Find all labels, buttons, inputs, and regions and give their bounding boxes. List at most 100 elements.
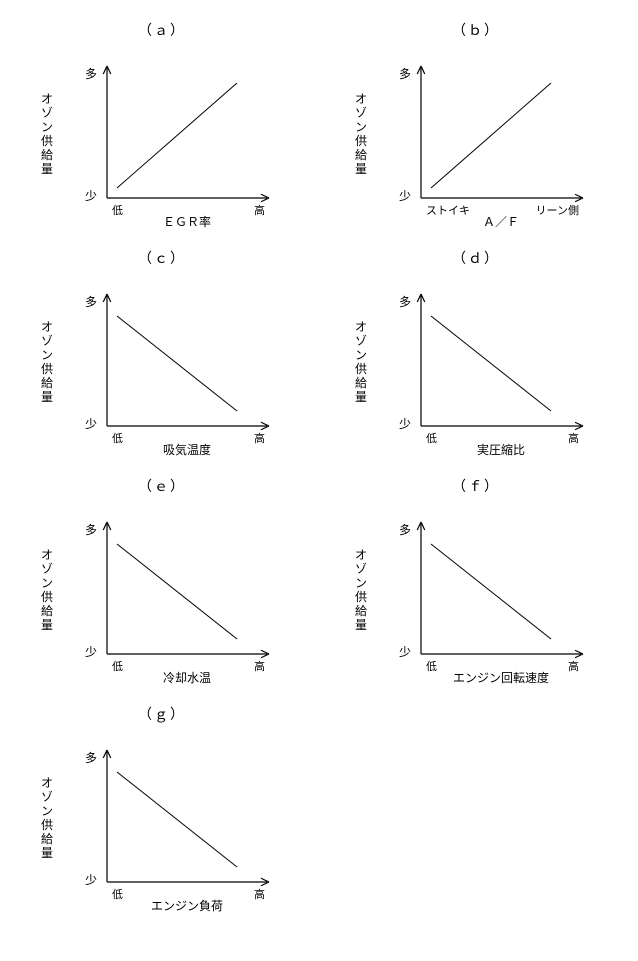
svg-text:供: 供 xyxy=(41,818,53,832)
svg-text:ン: ン xyxy=(41,120,53,134)
svg-text:ゾ: ゾ xyxy=(41,106,53,120)
svg-text:ゾ: ゾ xyxy=(355,106,367,120)
chart-c: 多少オゾン供給量低高吸気温度 xyxy=(27,276,297,456)
x-left-tick: 低 xyxy=(112,888,123,901)
svg-text:供: 供 xyxy=(41,134,53,148)
x-right-tick: リーン側 xyxy=(536,204,579,217)
svg-text:ゾ: ゾ xyxy=(41,562,53,576)
x-axis-label: ＥＧＲ率 xyxy=(163,214,211,228)
x-axis-label: 冷却水温 xyxy=(163,671,211,684)
svg-text:供: 供 xyxy=(355,362,367,376)
data-line-g xyxy=(117,772,237,867)
x-left-tick: 低 xyxy=(112,660,123,673)
svg-text:給: 給 xyxy=(41,376,53,390)
y-top-tick: 多 xyxy=(85,67,97,81)
chart-a: 多少 オゾン供給量低 高 ＥＧＲ率 xyxy=(27,48,297,228)
panel-label-g: （ｇ） xyxy=(138,704,186,724)
data-line-c xyxy=(117,316,237,411)
svg-text:量: 量 xyxy=(355,162,367,176)
y-bottom-tick: 少 xyxy=(85,417,97,431)
x-right-tick: 高 xyxy=(568,659,579,673)
y-axis-label: オ xyxy=(41,92,53,106)
svg-text:供: 供 xyxy=(355,134,367,148)
x-axis-label: 吸気温度 xyxy=(163,442,211,456)
x-axis-label: エンジン回転速度 xyxy=(453,670,549,684)
x-axis-label: Ａ／Ｆ xyxy=(483,215,519,228)
panel-label-b: （ｂ） xyxy=(452,20,500,40)
panel-label-f: （ｆ） xyxy=(452,476,500,496)
svg-text:給: 給 xyxy=(41,832,53,846)
y-axis-label: オ xyxy=(41,776,53,790)
x-axis-label: 実圧縮比 xyxy=(477,442,525,456)
svg-text:量: 量 xyxy=(41,846,53,860)
panel-label-a: （ａ） xyxy=(138,20,186,40)
y-bottom-tick: 少 xyxy=(85,873,97,887)
svg-text:供: 供 xyxy=(41,362,53,376)
y-bottom-tick: 少 xyxy=(85,645,97,659)
panel-g: （ｇ） 多少 オゾン供給量低 高エンジン負荷 xyxy=(20,704,304,912)
panel-label-c: （ｃ） xyxy=(138,248,186,268)
y-bottom-tick: 少 xyxy=(399,417,411,431)
panel-label-d: （ｄ） xyxy=(452,248,500,268)
panel-a: （ａ） 多少 オゾン供給量低 高 ＥＧＲ率 xyxy=(20,20,304,228)
svg-text:供: 供 xyxy=(355,590,367,604)
svg-text:量: 量 xyxy=(41,162,53,176)
data-line-f xyxy=(431,544,551,639)
svg-text:量: 量 xyxy=(41,618,53,632)
panel-f: （ｆ）多少オゾン供給量低高エンジン回転速度 xyxy=(334,476,618,684)
x-right-tick: 高 xyxy=(254,887,265,901)
x-left-tick: ストイキ xyxy=(426,205,470,217)
empty-cell xyxy=(334,704,618,912)
x-right-tick: 高 xyxy=(254,431,265,445)
x-left-tick: 低 xyxy=(112,204,123,217)
chart-g: 多少 オゾン供給量低 高エンジン負荷 xyxy=(27,732,297,912)
svg-text:給: 給 xyxy=(355,148,367,162)
y-axis-label: オ xyxy=(355,92,367,106)
x-axis-label: エンジン負荷 xyxy=(151,899,223,912)
panel-label-e: （ｅ） xyxy=(138,476,186,496)
svg-text:ン: ン xyxy=(41,804,53,818)
data-line-b xyxy=(431,83,551,188)
svg-text:量: 量 xyxy=(355,618,367,632)
x-right-tick: 高 xyxy=(254,659,265,673)
svg-text:ン: ン xyxy=(355,348,367,362)
y-top-tick: 多 xyxy=(399,523,411,537)
x-right-tick: 高 xyxy=(568,431,579,445)
y-top-tick: 多 xyxy=(399,295,411,309)
y-bottom-tick: 少 xyxy=(399,645,411,659)
chart-e: 多少オゾン供給量低高冷却水温 xyxy=(27,504,297,684)
svg-text:ン: ン xyxy=(41,576,53,590)
y-top-tick: 多 xyxy=(85,751,97,765)
chart-d: 多少オゾン供給量低高実圧縮比 xyxy=(341,276,611,456)
svg-text:ゾ: ゾ xyxy=(41,790,53,804)
svg-text:給: 給 xyxy=(41,604,53,618)
x-left-tick: 低 xyxy=(112,432,123,445)
panel-d: （ｄ）多少オゾン供給量低高実圧縮比 xyxy=(334,248,618,456)
chart-b: 多少 オゾン供給量ストイキ リーン側 Ａ／Ｆ xyxy=(341,48,611,228)
data-line-a xyxy=(117,83,237,188)
x-left-tick: 低 xyxy=(426,660,437,673)
panel-e: （ｅ）多少オゾン供給量低高冷却水温 xyxy=(20,476,304,684)
svg-text:給: 給 xyxy=(355,376,367,390)
data-line-d xyxy=(431,316,551,411)
svg-text:ン: ン xyxy=(355,120,367,134)
svg-text:ン: ン xyxy=(41,348,53,362)
y-top-tick: 多 xyxy=(85,523,97,537)
y-axis-label: オ xyxy=(355,320,367,334)
svg-text:供: 供 xyxy=(41,590,53,604)
svg-text:量: 量 xyxy=(355,390,367,404)
panel-c: （ｃ）多少オゾン供給量低高吸気温度 xyxy=(20,248,304,456)
svg-text:給: 給 xyxy=(41,148,53,162)
svg-text:給: 給 xyxy=(355,604,367,618)
y-axis-label: オ xyxy=(41,320,53,334)
chart-f: 多少オゾン供給量低高エンジン回転速度 xyxy=(341,504,611,684)
svg-text:ン: ン xyxy=(355,576,367,590)
panel-b: （ｂ） 多少 オゾン供給量ストイキ リーン側 Ａ／Ｆ xyxy=(334,20,618,228)
y-top-tick: 多 xyxy=(85,295,97,309)
svg-text:ゾ: ゾ xyxy=(355,562,367,576)
y-bottom-tick: 少 xyxy=(85,189,97,203)
x-right-tick: 高 xyxy=(254,203,265,217)
y-bottom-tick: 少 xyxy=(399,189,411,203)
x-left-tick: 低 xyxy=(426,432,437,445)
y-top-tick: 多 xyxy=(399,67,411,81)
